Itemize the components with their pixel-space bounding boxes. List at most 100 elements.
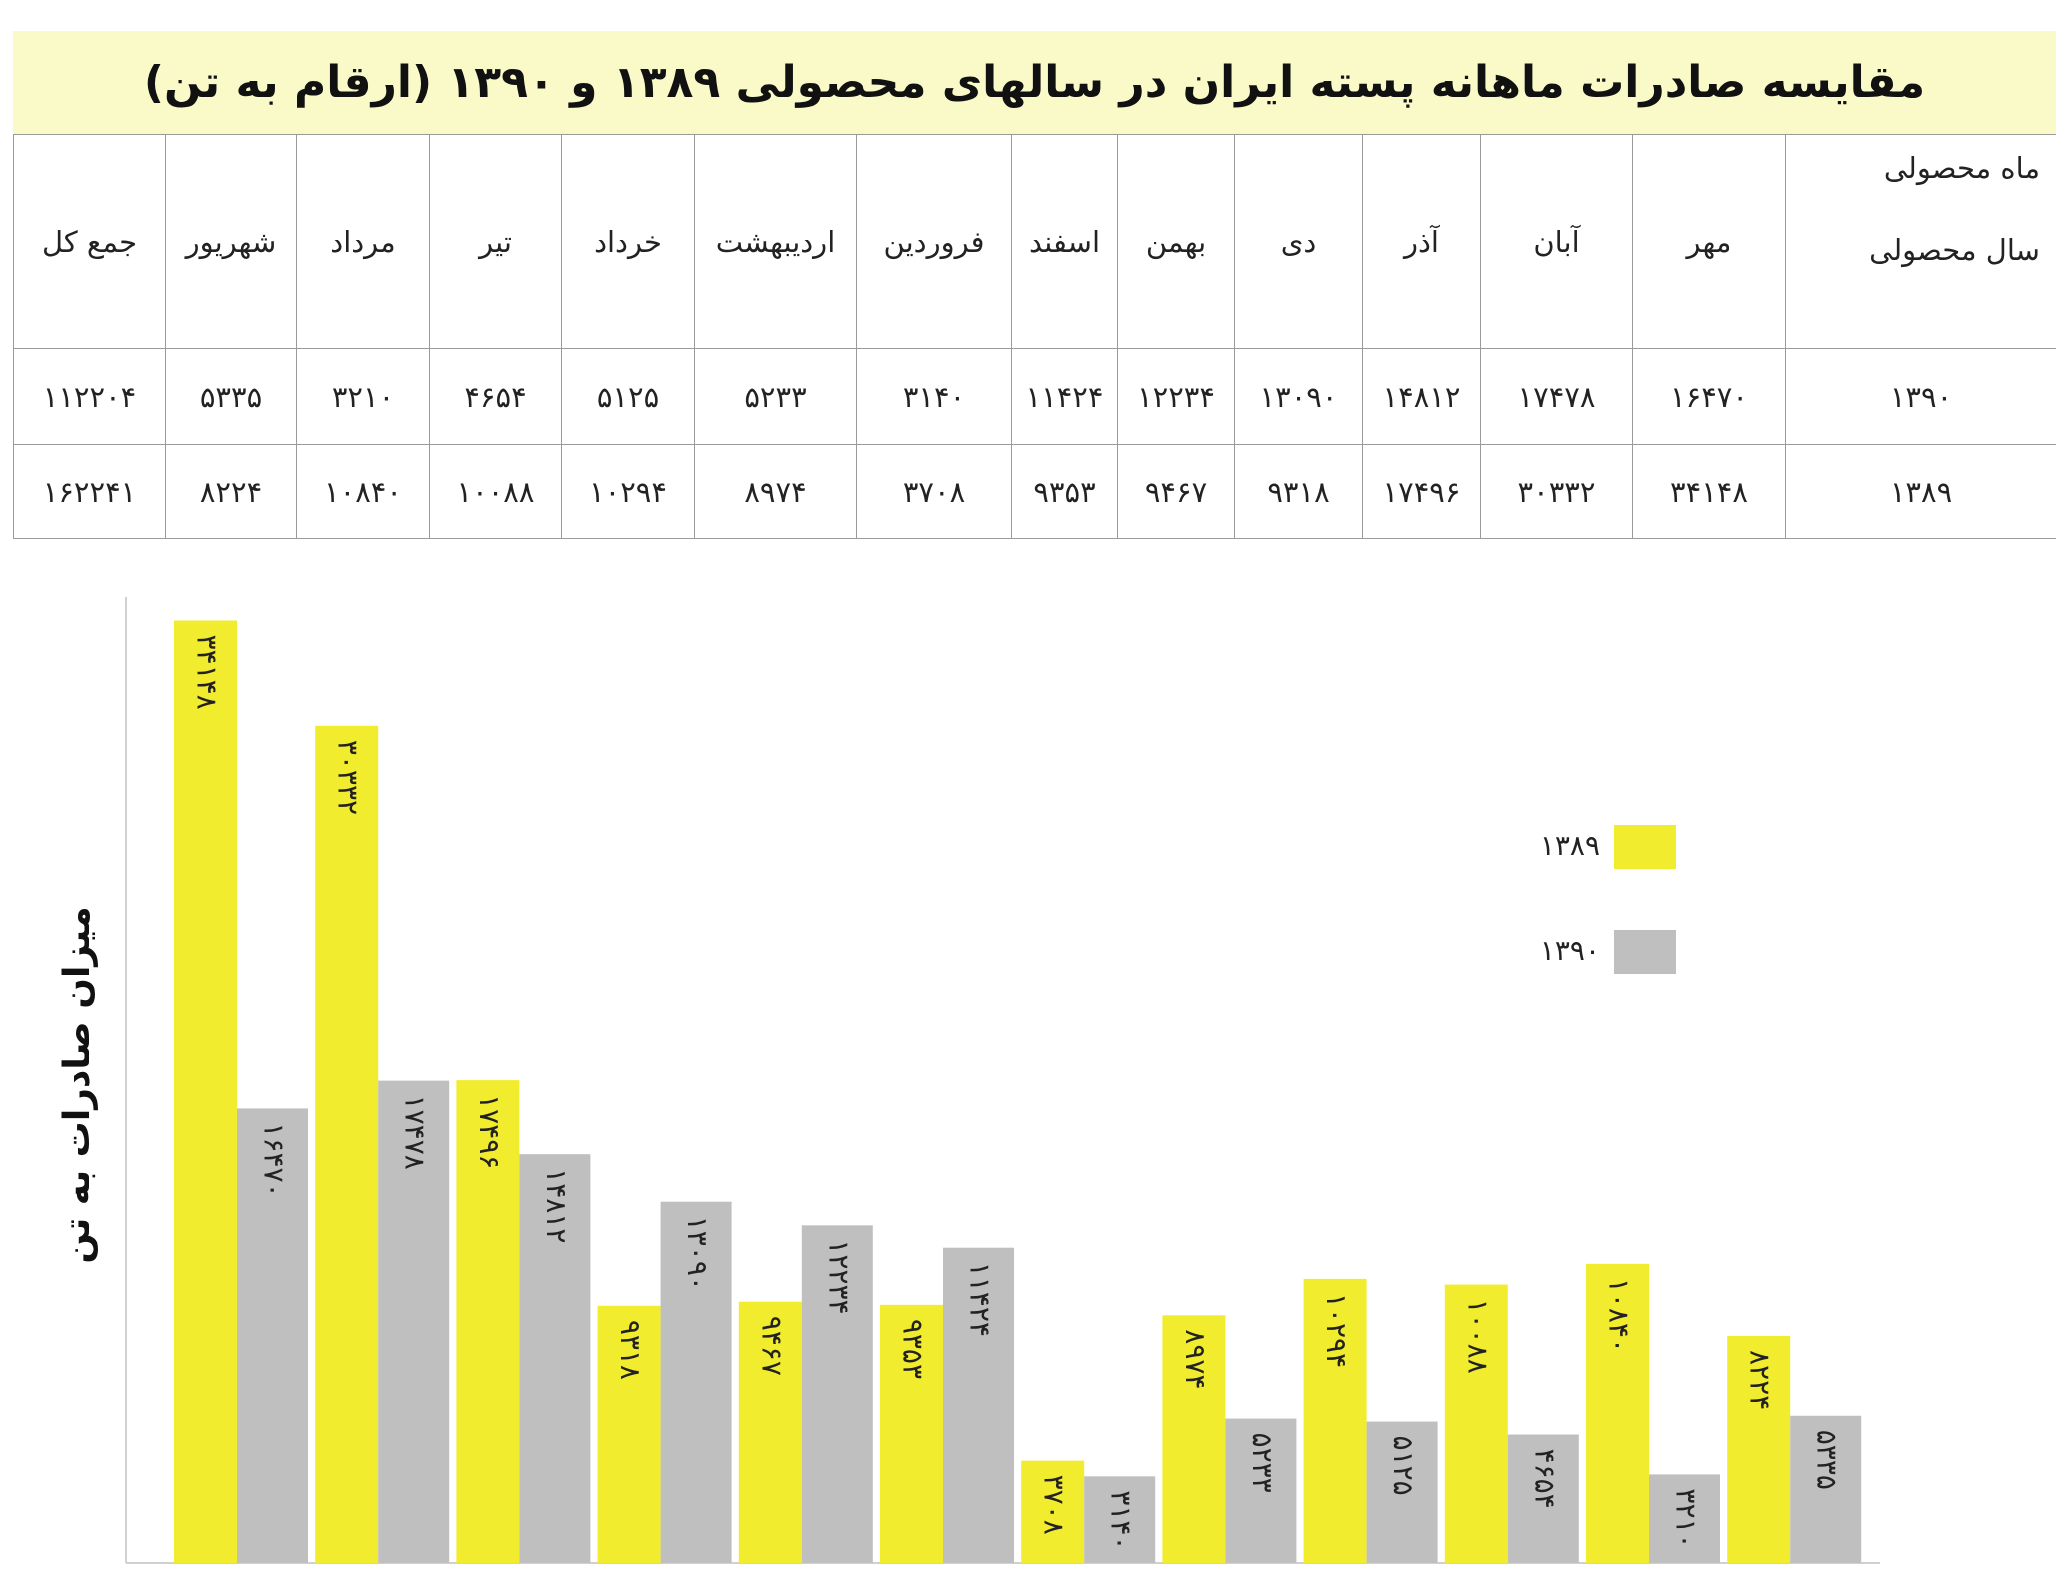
- table-cell: ۴۶۵۴: [429, 348, 562, 445]
- header-cell: دی: [1234, 134, 1363, 349]
- page-title: مقایسه صادرات ماهانه پسته ایران در سالها…: [13, 31, 2056, 134]
- table-cell: ۱۷۴۷۸: [1480, 348, 1633, 445]
- bar: [378, 1080, 450, 1563]
- table-cell: ۱۴۸۱۲: [1362, 348, 1481, 445]
- bar: [1162, 1315, 1226, 1563]
- table-cell: ۳۱۴۰: [856, 348, 1012, 445]
- value-label: ۳۲۱۰: [1670, 1488, 1703, 1548]
- bar: [519, 1154, 591, 1563]
- bar: [1366, 1421, 1438, 1563]
- table-cell: ۳۰۳۳۲: [1480, 444, 1633, 539]
- value-label: ۵۳۳۵: [1811, 1430, 1844, 1490]
- value-label: ۱۰۲۹۴: [1320, 1293, 1353, 1368]
- legend-swatch: [1614, 825, 1676, 869]
- header-cell: فروردین: [856, 134, 1012, 349]
- value-label: ۸۲۲۴: [1744, 1350, 1777, 1410]
- value-label: ۸۹۷۴: [1179, 1329, 1212, 1389]
- value-label: ۹۳۱۸: [614, 1320, 647, 1380]
- bar: [456, 1080, 520, 1563]
- bar: [1444, 1284, 1508, 1563]
- bar: [738, 1301, 802, 1563]
- value-label: ۳۰۳۳۲: [332, 740, 365, 815]
- table-cell: ۱۱۴۲۴: [1011, 348, 1118, 445]
- table-cell: ۱۳۰۹۰: [1234, 348, 1363, 445]
- legend-label: ۱۳۹۰: [1540, 934, 1600, 967]
- table-cell: ۵۲۳۳: [694, 348, 857, 445]
- corner-cell: ماه محصولی سال محصولی: [1785, 134, 2056, 349]
- value-label: ۹۳۵۳: [897, 1319, 930, 1379]
- value-label: ۱۲۲۳۴: [822, 1239, 855, 1314]
- table-cell: ۱۰۲۹۴: [561, 444, 695, 539]
- header-cell: آبان: [1480, 134, 1633, 349]
- header-cell: آذر: [1362, 134, 1481, 349]
- table-cell: ۵۱۲۵: [561, 348, 695, 445]
- header-cell: بهمن: [1117, 134, 1235, 349]
- table-cell: ۸۹۷۴: [694, 444, 857, 539]
- bar: [660, 1201, 732, 1563]
- legend-label: ۱۳۸۹: [1540, 829, 1600, 862]
- table-cell: ۱۳۸۹: [1785, 444, 2056, 539]
- value-label: ۵۲۳۳: [1246, 1433, 1279, 1493]
- table-cell: ۱۲۲۳۴: [1117, 348, 1235, 445]
- bar: [315, 725, 379, 1563]
- table-cell: ۱۱۲۲۰۴: [13, 348, 166, 445]
- table-cell: ۳۴۱۴۸: [1632, 444, 1786, 539]
- value-label: ۳۴۱۴۸: [191, 635, 224, 710]
- value-label: ۳۷۰۸: [1038, 1475, 1071, 1535]
- table-cell: ۳۷۰۸: [856, 444, 1012, 539]
- table-cell: ۱۷۴۹۶: [1362, 444, 1481, 539]
- legend-swatch: [1614, 930, 1676, 974]
- y-axis-label: میزان صادرات به تن: [57, 906, 98, 1263]
- bar: [1507, 1434, 1579, 1563]
- bar: [174, 620, 237, 1563]
- value-label: ۱۰۰۸۸: [1461, 1299, 1494, 1374]
- bar: [1225, 1418, 1297, 1563]
- table-cell: ۱۶۲۲۴۱: [13, 444, 166, 539]
- header-cell: مرداد: [296, 134, 430, 349]
- value-label: ۹۴۶۷: [755, 1316, 788, 1376]
- value-label: ۱۴۸۱۲: [540, 1168, 573, 1243]
- corner-top: ماه محصولی: [1883, 151, 2040, 185]
- table-cell: ۵۳۳۵: [165, 348, 297, 445]
- bar: [1303, 1278, 1367, 1563]
- header-cell: اسفند: [1011, 134, 1118, 349]
- bar: [1586, 1263, 1649, 1563]
- table-row: ۱۳۸۹ ۳۴۱۴۸ ۳۰۳۳۲ ۱۷۴۹۶ ۹۳۱۸ ۹۴۶۷ ۹۳۵۳ ۳۷۰۸ ۸۹۷۴ ۱…: [13, 444, 2056, 539]
- value-label: ۱۱۴۲۴: [964, 1262, 997, 1337]
- header-cell: جمع کل: [13, 134, 166, 349]
- value-label: ۱۷۴۷۸: [399, 1095, 432, 1170]
- table-cell: ۸۲۲۴: [165, 444, 297, 539]
- table-cell: ۱۶۴۷۰: [1632, 348, 1786, 445]
- table-cell: ۱۰۸۴۰: [296, 444, 430, 539]
- value-label: ۱۷۴۹۶: [473, 1094, 506, 1169]
- value-label: ۳۱۴۰: [1105, 1490, 1138, 1550]
- bar: [880, 1304, 943, 1563]
- data-table: ماه محصولی سال محصولی مهر آبان آذر دی بهمن اس…: [13, 134, 2056, 539]
- bar: [801, 1225, 873, 1563]
- header-cell: خرداد: [561, 134, 695, 349]
- bar: [943, 1247, 1014, 1563]
- value-label: ۱۰۸۴۰: [1603, 1278, 1636, 1353]
- value-label: ۵۱۲۵: [1387, 1436, 1420, 1496]
- bar: [1727, 1336, 1791, 1563]
- corner-bottom: سال محصولی: [1869, 233, 2040, 267]
- table-cell: ۹۳۱۸: [1234, 444, 1363, 539]
- value-label: ۱۳۰۹۰: [681, 1216, 714, 1291]
- table-body: ماه محصولی سال محصولی مهر آبان آذر دی بهمن اس…: [13, 134, 2056, 539]
- table-cell: ۳۲۱۰: [296, 348, 430, 445]
- table-cell: ۱۳۹۰: [1785, 348, 2056, 445]
- bar: [237, 1108, 308, 1563]
- header-row: ماه محصولی سال محصولی مهر آبان آذر دی بهمن اس…: [13, 134, 2056, 349]
- bar: [1021, 1460, 1085, 1563]
- value-label: ۱۶۴۷۰: [258, 1122, 291, 1197]
- header-cell: تیر: [429, 134, 562, 349]
- header-cell: اردیبهشت: [694, 134, 857, 349]
- value-label: ۴۶۵۴: [1528, 1449, 1561, 1509]
- header-cell: شهریور: [165, 134, 297, 349]
- table-cell: ۹۳۵۳: [1011, 444, 1118, 539]
- table-cell: ۹۴۶۷: [1117, 444, 1235, 539]
- table-row: ۱۳۹۰ ۱۶۴۷۰ ۱۷۴۷۸ ۱۴۸۱۲ ۱۳۰۹۰ ۱۲۲۳۴ ۱۱۴۲۴ ۳۱۴۰ ۵۲…: [13, 348, 2056, 445]
- bar: [1790, 1415, 1862, 1563]
